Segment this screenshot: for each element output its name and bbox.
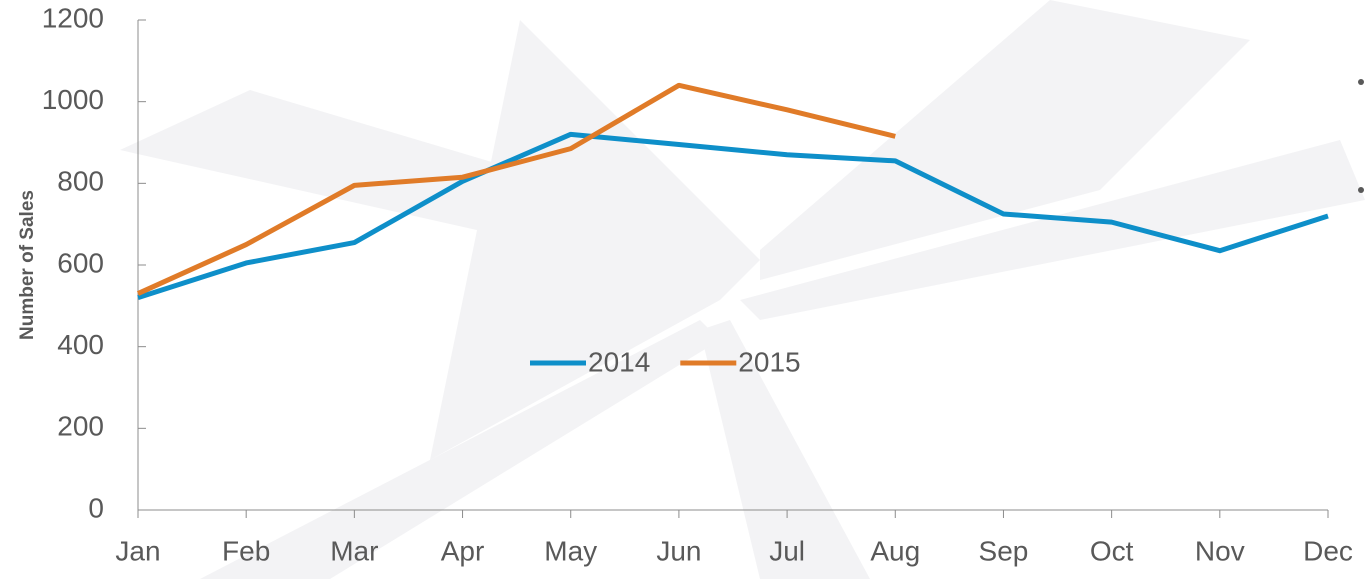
bullet [1358,79,1364,85]
y-axis-title: Number of Sales [17,190,38,340]
y-tick-label: 400 [57,329,104,360]
background-watermark [120,0,1365,579]
x-tick-label: Jan [115,535,160,566]
y-tick-label: 800 [57,166,104,197]
y-tick-label: 1000 [42,84,104,115]
x-tick-label: Sep [979,535,1029,566]
bullet [1358,187,1364,193]
y-tick-label: 200 [57,411,104,442]
x-tick-label: Nov [1195,535,1245,566]
chart: Number of Sales 0 200 400 600 800 1000 1200 Jan… [0,0,1365,579]
y-tick-label: 600 [57,247,104,278]
x-tick-label: Feb [222,535,270,566]
x-tick-label: Oct [1090,535,1134,566]
x-tick-label: Jun [656,535,701,566]
y-tick-label: 0 [88,492,104,523]
legend-label: 2015 [738,346,800,377]
x-tick-label: Apr [441,535,485,566]
x-tick-label: Aug [870,535,920,566]
x-tick-label: Jul [769,535,805,566]
y-tick-label: 1200 [42,2,104,33]
x-tick-label: May [544,535,597,566]
legend-label: 2014 [588,346,650,377]
x-tick-label: Mar [330,535,378,566]
page: {"chart_data": {"type": "line", "y_axis_… [0,0,1365,579]
x-tick-label: Dec [1303,535,1353,566]
